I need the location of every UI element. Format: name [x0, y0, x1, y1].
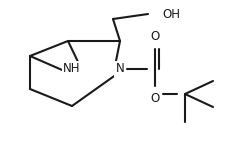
Text: OH: OH: [162, 7, 180, 20]
Text: O: O: [150, 92, 160, 106]
Text: N: N: [116, 62, 124, 75]
Text: NH: NH: [63, 62, 81, 75]
Text: O: O: [150, 30, 160, 42]
